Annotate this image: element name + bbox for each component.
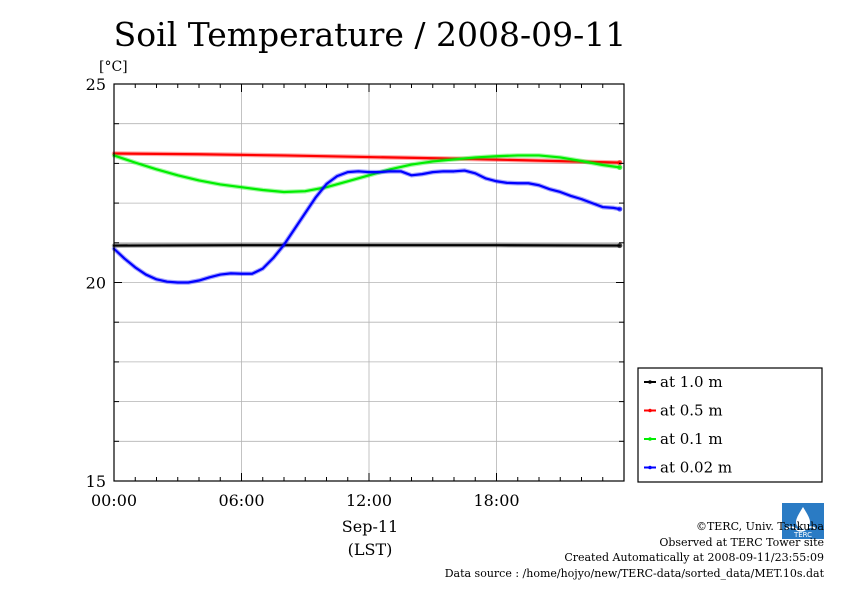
- footer-source: Data source : /home/hojyo/new/TERC-data/…: [444, 566, 824, 580]
- x-tick-label: 18:00: [473, 491, 519, 510]
- series-line-at-0-5-m: [112, 152, 621, 164]
- series-end-marker-at-0-02-m: [617, 206, 623, 212]
- series-layer: [111, 151, 623, 285]
- x-axis-date-label: Sep-11: [342, 517, 398, 536]
- logo-text: TERC: [793, 531, 812, 539]
- legend: at 1.0 m at 0.5 m at 0.1 m at 0.02 m: [644, 373, 732, 477]
- legend-label-at-1-0-m: at 1.0 m: [660, 373, 723, 391]
- legend-marker-at-0-1-m: [648, 437, 652, 441]
- x-axis: 00:00 06:00 12:00 18:00: [91, 84, 625, 510]
- chart-title: Soil Temperature / 2008-09-11: [114, 15, 627, 54]
- x-tick-label: 00:00: [91, 491, 137, 510]
- legend-box: [637, 367, 823, 483]
- legend-label-at-0-5-m: at 0.5 m: [660, 402, 723, 420]
- footer-credits: ©TERC, Univ. Tsukuba Observed at TERC To…: [445, 519, 824, 581]
- footer-copyright: ©TERC, Univ. Tsukuba: [695, 520, 824, 533]
- x-tick-label: 06:00: [218, 491, 264, 510]
- legend-label-at-0-02-m: at 0.02 m: [660, 459, 732, 477]
- legend-label-at-0-1-m: at 0.1 m: [660, 430, 723, 448]
- series-end-marker-at-1-0-m: [617, 242, 623, 249]
- terc-logo-icon: TERC: [782, 503, 824, 539]
- series-line-at-0-02-m: [112, 169, 621, 284]
- legend-marker-at-0-02-m: [648, 465, 652, 470]
- legend-marker-at-1-0-m: [648, 380, 652, 384]
- y-axis-unit: [°C]: [99, 59, 128, 75]
- y-tick-label: 15: [86, 472, 106, 491]
- x-axis-timezone-label: (LST): [348, 540, 393, 559]
- series-line-at-0-1-m: [112, 154, 621, 194]
- x-tick-label: 12:00: [346, 491, 392, 510]
- y-axis: 15 20 25: [86, 75, 624, 491]
- series-end-marker-at-0-5-m: [617, 160, 623, 166]
- y-tick-label: 20: [86, 274, 106, 293]
- footer-observed: Observed at TERC Tower site: [659, 535, 824, 549]
- y-tick-label: 25: [86, 75, 106, 94]
- series-end-marker-at-0-1-m: [617, 164, 623, 170]
- legend-marker-at-0-5-m: [648, 408, 652, 413]
- footer-created: Created Automatically at 2008-09-11/23:5…: [564, 551, 824, 564]
